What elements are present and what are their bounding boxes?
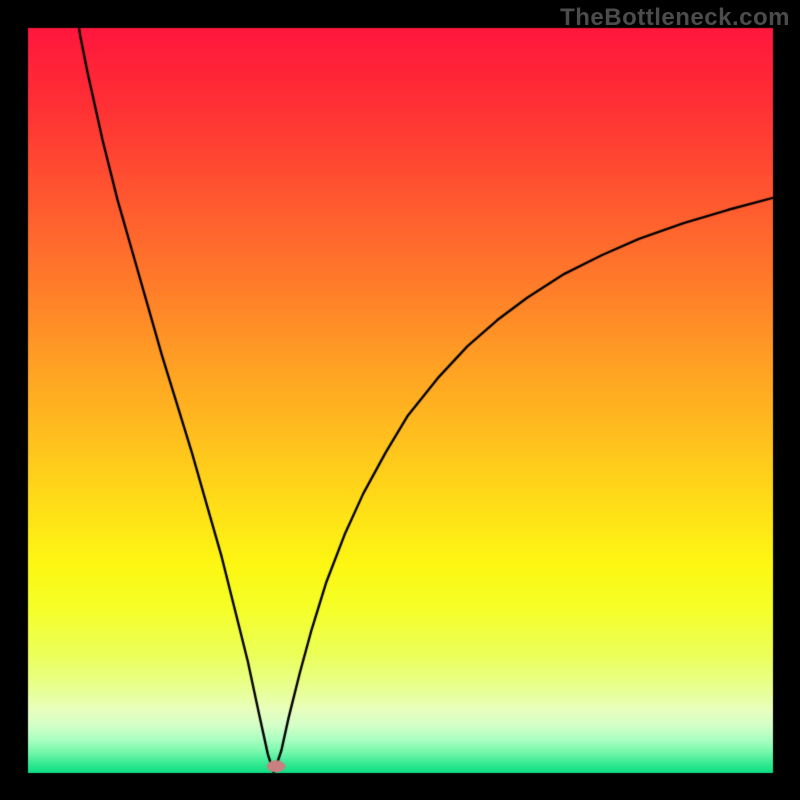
bottleneck-curve <box>0 0 800 800</box>
watermark-label: TheBottleneck.com <box>560 4 790 32</box>
chart-root: TheBottleneck.com <box>0 0 800 800</box>
